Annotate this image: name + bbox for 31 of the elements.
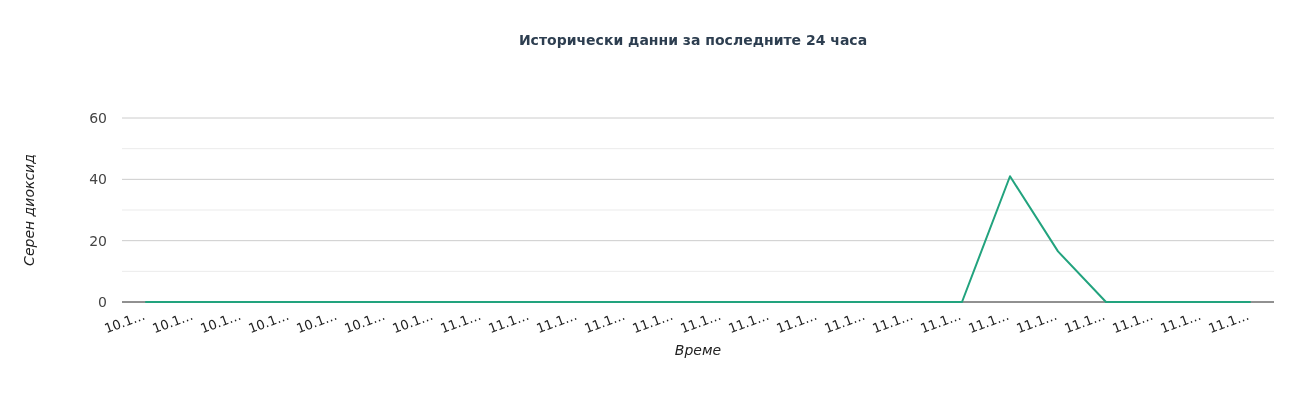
- x-tick-label: 11.1…: [1206, 307, 1252, 337]
- x-tick-label: 10.1…: [102, 307, 148, 337]
- x-tick-label: 11.1…: [1062, 307, 1108, 337]
- x-tick-label: 10.1…: [246, 307, 292, 337]
- chart-title: Исторически данни за последните 24 часа: [518, 32, 868, 48]
- x-axis-title: Време: [674, 342, 722, 358]
- x-tick-label: 10.1…: [294, 307, 340, 337]
- x-tick-label: 11.1…: [1110, 307, 1156, 337]
- x-tick-label: 11.1…: [582, 307, 628, 337]
- y-tick-label: 40: [89, 171, 107, 188]
- x-tick-label: 11.1…: [438, 307, 484, 337]
- x-tick-label: 11.1…: [870, 307, 916, 337]
- x-tick-label: 10.1…: [390, 307, 436, 337]
- y-tick-label: 0: [98, 293, 107, 310]
- x-tick-label: 10.1…: [198, 307, 244, 337]
- x-tick-label: 11.1…: [678, 307, 724, 337]
- x-tick-label: 11.1…: [1158, 307, 1204, 337]
- y-tick-label: 60: [89, 109, 107, 126]
- x-tick-label: 10.1…: [150, 307, 196, 337]
- x-tick-label: 11.1…: [534, 307, 580, 337]
- y-axis-title: Серен диоксид: [21, 154, 37, 266]
- x-tick-label: 10.1…: [342, 307, 388, 337]
- x-tick-label: 11.1…: [486, 307, 532, 337]
- x-tick-label: 11.1…: [726, 307, 772, 337]
- x-tick-label: 11.1…: [774, 307, 820, 337]
- y-tick-label: 20: [89, 232, 107, 249]
- x-tick-label: 11.1…: [630, 307, 676, 337]
- x-tick-label: 11.1…: [822, 307, 868, 337]
- x-tick-label: 11.1…: [966, 307, 1012, 337]
- x-tick-label: 11.1…: [918, 307, 964, 337]
- x-tick-label: 11.1…: [1014, 307, 1060, 337]
